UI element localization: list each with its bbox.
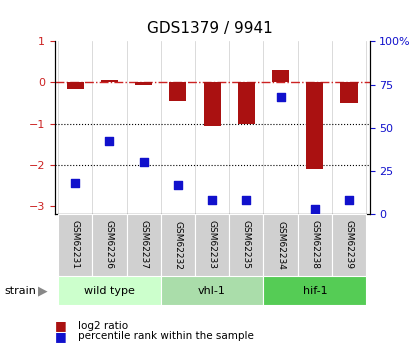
Text: vhl-1: vhl-1 bbox=[198, 286, 226, 296]
Text: ▶: ▶ bbox=[38, 284, 47, 297]
Text: GDS1379 / 9941: GDS1379 / 9941 bbox=[147, 21, 273, 36]
Bar bbox=[263, 276, 366, 305]
Text: GSM62239: GSM62239 bbox=[344, 220, 354, 269]
Point bbox=[140, 159, 147, 165]
Bar bbox=[126, 214, 161, 276]
Point bbox=[312, 206, 318, 211]
Text: GSM62235: GSM62235 bbox=[242, 220, 251, 269]
Text: GSM62232: GSM62232 bbox=[173, 220, 182, 269]
Point bbox=[243, 197, 250, 203]
Bar bbox=[263, 214, 298, 276]
Text: ■: ■ bbox=[55, 330, 66, 343]
Bar bbox=[341, 82, 357, 103]
Bar bbox=[298, 214, 332, 276]
Bar bbox=[92, 214, 126, 276]
Text: GSM62231: GSM62231 bbox=[71, 220, 80, 269]
Text: wild type: wild type bbox=[84, 286, 135, 296]
Text: ■: ■ bbox=[55, 319, 66, 333]
Text: GSM62237: GSM62237 bbox=[139, 220, 148, 269]
Point bbox=[209, 197, 215, 203]
Point bbox=[346, 197, 352, 203]
Bar bbox=[101, 80, 118, 82]
Bar bbox=[67, 82, 84, 89]
Text: hif-1: hif-1 bbox=[302, 286, 327, 296]
Bar bbox=[58, 214, 92, 276]
Text: GSM62233: GSM62233 bbox=[207, 220, 217, 269]
Text: percentile rank within the sample: percentile rank within the sample bbox=[78, 332, 254, 341]
Bar bbox=[195, 214, 229, 276]
Bar bbox=[135, 82, 152, 85]
Bar bbox=[58, 276, 161, 305]
Text: GSM62236: GSM62236 bbox=[105, 220, 114, 269]
Point bbox=[174, 182, 181, 187]
Bar bbox=[169, 82, 186, 101]
Bar bbox=[306, 82, 323, 169]
Bar bbox=[161, 214, 195, 276]
Bar bbox=[161, 276, 263, 305]
Text: strain: strain bbox=[4, 286, 36, 296]
Bar bbox=[238, 82, 255, 124]
Text: GSM62238: GSM62238 bbox=[310, 220, 319, 269]
Text: log2 ratio: log2 ratio bbox=[78, 321, 128, 331]
Text: GSM62234: GSM62234 bbox=[276, 220, 285, 269]
Bar bbox=[204, 82, 220, 126]
Point bbox=[72, 180, 79, 186]
Point bbox=[106, 139, 113, 144]
Bar bbox=[332, 214, 366, 276]
Bar bbox=[272, 70, 289, 82]
Point bbox=[277, 94, 284, 99]
Bar bbox=[229, 214, 263, 276]
